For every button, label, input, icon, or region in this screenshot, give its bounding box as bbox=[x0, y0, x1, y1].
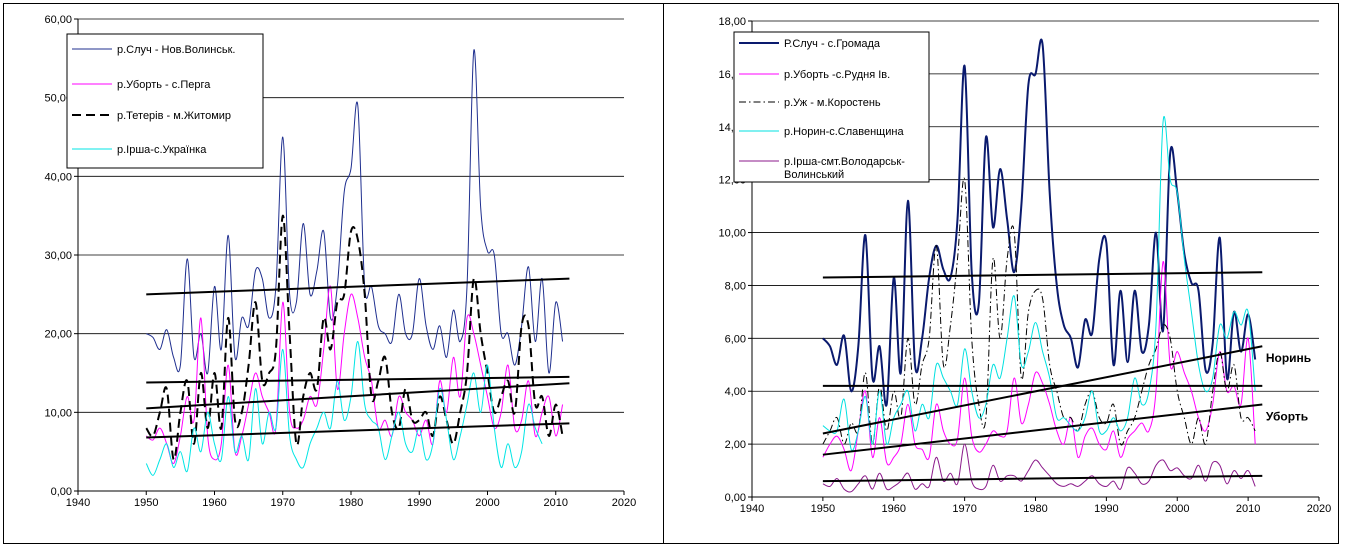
trend-line-3 bbox=[822, 345, 1263, 435]
y-tick-label: 2,00 bbox=[725, 439, 746, 451]
series-line-3 bbox=[145, 214, 564, 461]
y-tick-label: 20,00 bbox=[44, 329, 72, 341]
panel-divider bbox=[663, 3, 664, 544]
x-tick-label: 1950 bbox=[811, 503, 835, 515]
x-tick-label: 1950 bbox=[134, 497, 158, 509]
series-line-4 bbox=[145, 340, 543, 476]
x-tick-label: 1980 bbox=[339, 497, 363, 509]
x-tick-label: 1970 bbox=[952, 503, 976, 515]
x-tick-label: 2000 bbox=[475, 497, 499, 509]
x-tick-label: 1990 bbox=[1094, 503, 1118, 515]
x-tick-label: 1940 bbox=[66, 497, 90, 509]
legend-box bbox=[66, 33, 264, 169]
x-tick-label: 1960 bbox=[202, 497, 226, 509]
figure-frame bbox=[3, 3, 1339, 544]
trend-line-4 bbox=[822, 403, 1263, 456]
legend: Р.Случ - с.Громада р.Уборть -с.Рудня Ів. р… bbox=[733, 31, 930, 183]
y-tick-label: 10,00 bbox=[44, 407, 72, 419]
legend-label-3: р.Уж - м.Коростень bbox=[784, 97, 881, 109]
series-line-2 bbox=[145, 285, 564, 465]
trend-line-5 bbox=[822, 474, 1263, 483]
legend-label-4: р.Ірша-с.Українка bbox=[117, 144, 207, 156]
legend-label-5: р.Ірша-смт.Володарськ-Волинський bbox=[784, 156, 905, 181]
y-tick-label: 50,00 bbox=[44, 93, 72, 105]
legend: р.Случ - Нов.Волинськ. р.Уборть - с.Перга… bbox=[66, 33, 264, 169]
legend-label-4: р.Норин-с.Славенщина bbox=[784, 126, 904, 138]
legend-label-1: Р.Случ - с.Громада bbox=[784, 38, 881, 50]
legend-label-line: р.Ірша-смт.Володарськ- bbox=[784, 156, 905, 168]
x-tick-label: 2020 bbox=[1307, 503, 1331, 515]
x-tick-label: 1940 bbox=[740, 503, 764, 515]
x-tick-label: 1990 bbox=[407, 497, 431, 509]
trend-line-1 bbox=[822, 271, 1263, 279]
y-tick-label: 8,00 bbox=[725, 280, 746, 292]
y-tick-label: 0,00 bbox=[51, 486, 72, 498]
chart-panel-1: 0,00 10,00 20,00 30,00 40,00 50,00 60,00 1940 19… bbox=[44, 14, 636, 509]
trend-annotation: Уборть bbox=[1266, 409, 1308, 423]
trend-line-2 bbox=[146, 375, 570, 384]
x-tick-label: 1980 bbox=[1023, 503, 1047, 515]
y-tick-label: 60,00 bbox=[44, 14, 72, 26]
y-tick-label: 0,00 bbox=[725, 492, 746, 504]
legend-label-2: р.Уборть -с.Рудня Ів. bbox=[784, 69, 890, 81]
legend-box bbox=[733, 31, 930, 183]
y-tick-label: 6,00 bbox=[725, 333, 746, 345]
x-tick-label: 2010 bbox=[544, 497, 568, 509]
series-line-1 bbox=[146, 49, 564, 375]
chart-panel-2: 0,002,004,006,008,0010,0012,0014,0016,00… bbox=[718, 16, 1331, 515]
series-line-5 bbox=[822, 443, 1256, 493]
legend-label-line: Волинський bbox=[784, 169, 844, 181]
x-tick-label: 2010 bbox=[1236, 503, 1260, 515]
series-line-3 bbox=[822, 177, 1256, 446]
y-tick-label: 30,00 bbox=[44, 250, 72, 262]
series-line-4 bbox=[822, 116, 1256, 451]
legend-label-1: р.Случ - Нов.Волинськ. bbox=[117, 44, 235, 56]
x-tick-label: 2000 bbox=[1165, 503, 1189, 515]
x-tick-label: 1970 bbox=[271, 497, 295, 509]
y-tick-label: 40,00 bbox=[44, 171, 72, 183]
legend-label-2: р.Уборть - с.Перга bbox=[117, 79, 211, 91]
trend-line-4 bbox=[146, 422, 570, 439]
trend-line-1 bbox=[146, 277, 570, 296]
trend-line-3 bbox=[146, 382, 570, 410]
y-tick-label: 18,00 bbox=[718, 16, 746, 28]
x-tick-label: 1960 bbox=[882, 503, 906, 515]
legend-label-3: р.Тетерів - м.Житомир bbox=[117, 110, 231, 122]
x-tick-label: 2020 bbox=[612, 497, 636, 509]
series-line-2 bbox=[822, 261, 1256, 472]
trend-annotation: Норинь bbox=[1266, 351, 1311, 365]
y-tick-label: 10,00 bbox=[718, 228, 746, 240]
y-tick-label: 4,00 bbox=[725, 386, 746, 398]
